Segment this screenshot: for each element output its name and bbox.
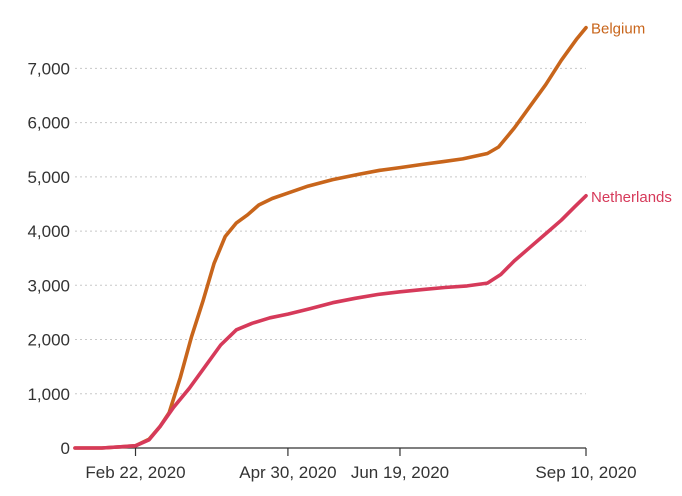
x-tick-label: Apr 30, 2020 bbox=[239, 463, 336, 482]
series-label-netherlands: Netherlands bbox=[591, 189, 672, 206]
y-axis-tick-labels: 0 1,000 2,000 3,000 4,000 5,000 6,000 7,000 bbox=[27, 59, 70, 458]
y-tick-label: 6,000 bbox=[27, 114, 70, 133]
series-lines bbox=[73, 25, 588, 450]
y-tick-label: 2,000 bbox=[27, 331, 70, 350]
y-tick-label: 4,000 bbox=[27, 222, 70, 241]
y-tick-label: 0 bbox=[61, 439, 70, 458]
series-line-belgium bbox=[73, 25, 588, 450]
y-tick-label: 3,000 bbox=[27, 276, 70, 295]
x-tick-label: Feb 22, 2020 bbox=[85, 463, 185, 482]
x-tick-label: Jun 19, 2020 bbox=[351, 463, 449, 482]
y-tick-label: 1,000 bbox=[27, 385, 70, 404]
x-tick-label: Sep 10, 2020 bbox=[535, 463, 636, 482]
series-label-belgium: Belgium bbox=[591, 21, 645, 38]
y-tick-label: 7,000 bbox=[27, 59, 70, 78]
series-labels: Belgium Netherlands bbox=[591, 21, 672, 206]
y-tick-label: 5,000 bbox=[27, 168, 70, 187]
series-line-netherlands bbox=[73, 194, 588, 450]
x-axis: Feb 22, 2020 Apr 30, 2020 Jun 19, 2020 Sep … bbox=[75, 447, 637, 482]
grid-lines bbox=[75, 67, 586, 395]
